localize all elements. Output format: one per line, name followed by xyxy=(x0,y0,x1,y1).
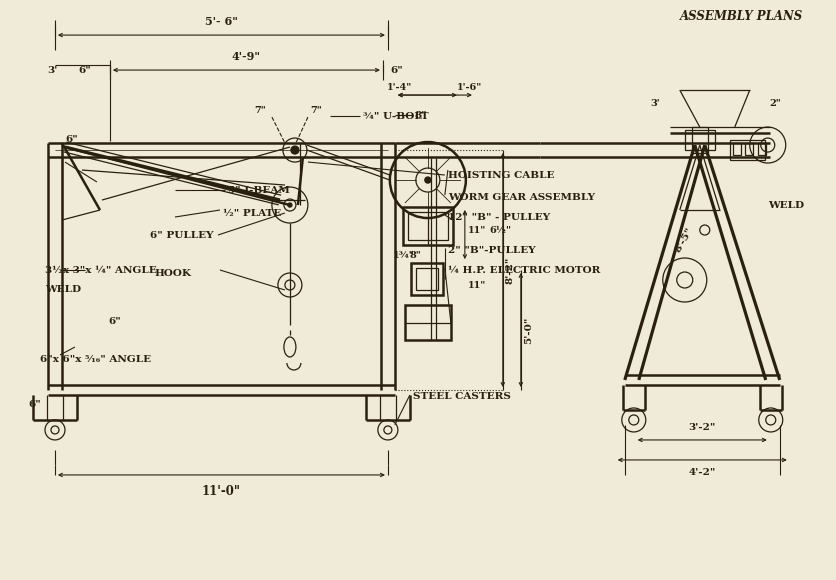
Text: 7": 7" xyxy=(309,106,321,115)
Text: HOOK: HOOK xyxy=(155,269,191,277)
Text: 4'-2": 4'-2" xyxy=(688,468,715,477)
Text: 1'-6": 1'-6" xyxy=(456,82,482,92)
Text: 12" "B" - PULLEY: 12" "B" - PULLEY xyxy=(447,212,549,222)
Bar xyxy=(729,140,764,160)
Text: 1'-4": 1'-4" xyxy=(387,82,412,92)
Circle shape xyxy=(288,203,292,207)
Text: 6": 6" xyxy=(390,66,402,75)
Text: WELD: WELD xyxy=(45,285,81,295)
Bar xyxy=(407,212,447,240)
Text: ¼ H.P. ELECTRIC MOTOR: ¼ H.P. ELECTRIC MOTOR xyxy=(447,266,599,274)
Circle shape xyxy=(425,177,431,183)
Text: 2" "B"-PULLEY: 2" "B"-PULLEY xyxy=(447,245,535,255)
Text: 8": 8" xyxy=(415,111,427,119)
Text: 3': 3' xyxy=(47,66,58,75)
Bar xyxy=(732,143,740,155)
Text: ASSEMBLY PLANS: ASSEMBLY PLANS xyxy=(679,10,802,23)
Text: 5'- 6": 5'- 6" xyxy=(205,16,237,27)
Text: 6" PULLEY: 6" PULLEY xyxy=(150,230,213,240)
Text: 11": 11" xyxy=(467,226,486,234)
Text: HOISTING CABLE: HOISTING CABLE xyxy=(447,171,553,180)
Bar xyxy=(684,130,714,150)
Bar xyxy=(744,143,752,155)
Text: 8'-2": 8'-2" xyxy=(505,256,514,284)
Text: 3': 3' xyxy=(650,99,659,107)
Text: 6": 6" xyxy=(65,135,78,143)
Text: 4'-9": 4'-9" xyxy=(232,51,261,62)
Circle shape xyxy=(291,146,298,154)
Text: 11": 11" xyxy=(467,281,486,289)
Text: 6": 6" xyxy=(108,317,120,327)
Text: 6"x 6"x ⁵⁄₁₆" ANGLE: 6"x 6"x ⁵⁄₁₆" ANGLE xyxy=(40,356,151,364)
Bar xyxy=(405,305,451,340)
Bar xyxy=(757,143,765,155)
Text: 6½": 6½" xyxy=(489,226,512,234)
Text: 8'-5": 8'-5" xyxy=(673,226,695,254)
Text: 11'-0": 11'-0" xyxy=(201,485,241,498)
Text: STEEL CASTERS: STEEL CASTERS xyxy=(412,393,510,401)
Text: 2": 2" xyxy=(768,99,780,107)
Text: 1¾": 1¾" xyxy=(392,251,414,259)
Text: ¾" U-BOLT: ¾" U-BOLT xyxy=(363,111,428,121)
Text: ½" PLATE: ½" PLATE xyxy=(222,209,281,218)
Text: 5'-0": 5'-0" xyxy=(523,316,533,344)
Text: 8": 8" xyxy=(410,251,421,259)
Text: WELD: WELD xyxy=(767,201,803,209)
Text: 6": 6" xyxy=(28,400,41,409)
Bar xyxy=(691,127,707,153)
Text: 6": 6" xyxy=(79,66,91,75)
Text: 3½x 3"x ¼" ANGLE: 3½x 3"x ¼" ANGLE xyxy=(45,266,156,274)
Bar xyxy=(410,263,442,295)
Text: 5" I-BEAM: 5" I-BEAM xyxy=(227,186,289,194)
Bar xyxy=(415,268,437,290)
Text: WORM GEAR ASSEMBLY: WORM GEAR ASSEMBLY xyxy=(447,193,594,201)
Bar xyxy=(402,207,452,245)
Text: 7": 7" xyxy=(254,106,266,115)
Text: 3'-2": 3'-2" xyxy=(688,423,715,432)
